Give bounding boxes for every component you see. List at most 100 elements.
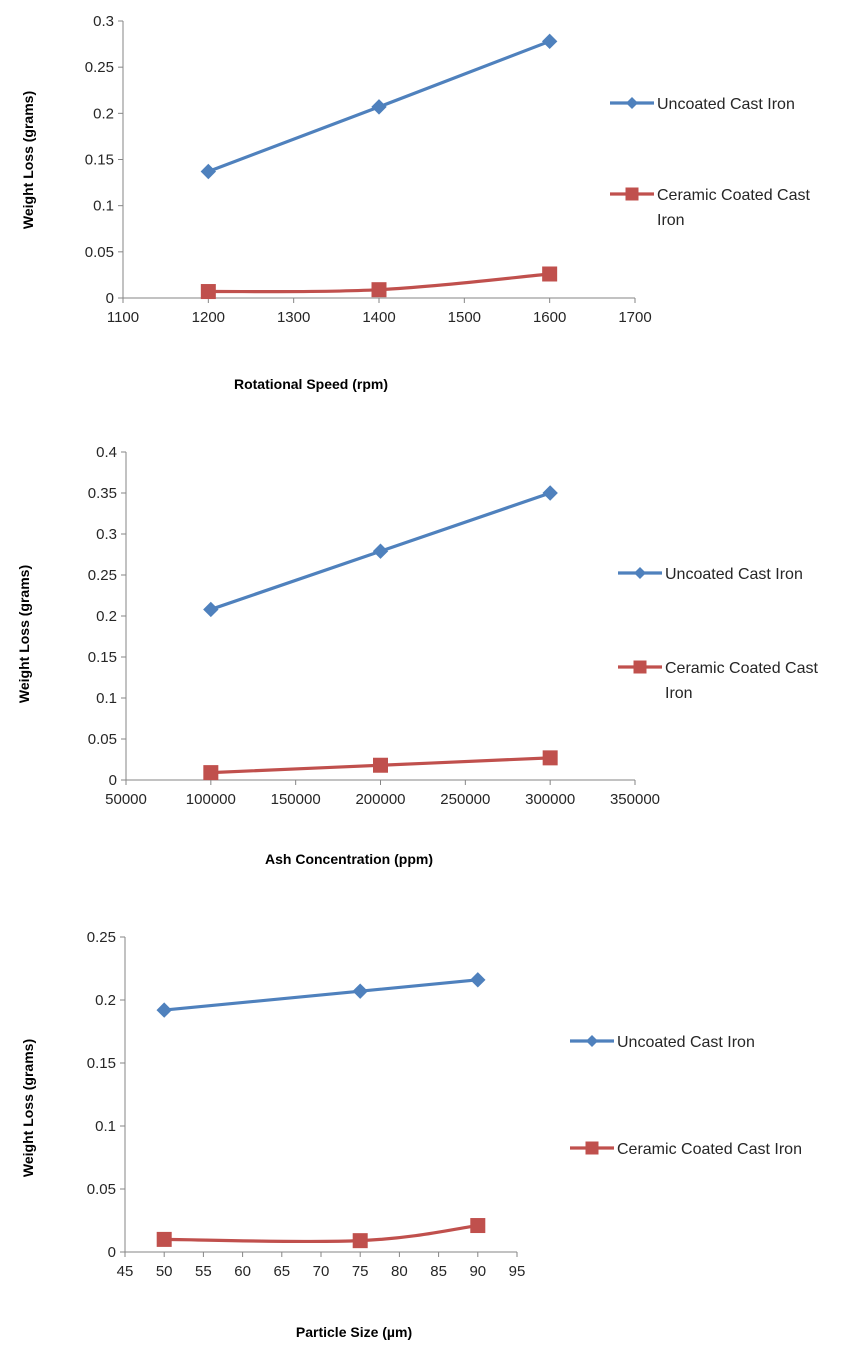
x-tick-label: 95: [509, 1263, 526, 1280]
legend-label: Iron: [665, 685, 693, 702]
y-tick-label: 0.15: [85, 152, 114, 169]
y-tick-label: 0.05: [88, 731, 117, 748]
legend-label: Ceramic Coated Cast: [665, 660, 819, 677]
y-tick-labels: 0 0.05 0.1 0.15 0.2 0.25: [87, 929, 116, 1261]
x-tick-label: 1100: [107, 309, 139, 326]
legend-marker: [634, 567, 646, 579]
x-tick-label: 1200: [192, 309, 225, 326]
series-0-line: [164, 978, 478, 1012]
y-tick-label: 0.2: [96, 608, 117, 625]
y-tick-label: 0.3: [93, 13, 114, 30]
plot-area: [203, 485, 558, 781]
plot-area: [200, 33, 558, 300]
axes: [121, 451, 636, 785]
legend-label: Uncoated Cast Iron: [665, 566, 803, 583]
plot-area: [156, 972, 486, 1249]
x-tick-label: 60: [234, 1263, 251, 1280]
y-tick-label: 0.15: [87, 1055, 116, 1072]
axes: [120, 936, 518, 1257]
x-axis-title: Rotational Speed (rpm): [234, 376, 388, 392]
y-tick-label: 0.05: [85, 244, 114, 261]
x-tick-label: 1700: [618, 309, 651, 326]
series-0-point-1: [371, 99, 387, 115]
series-1-point-0: [200, 284, 216, 300]
chart-rotational-speed: Weight Loss (grams) Rotational Speed (rp…: [20, 13, 811, 392]
series-1-point-0: [203, 765, 219, 781]
y-tick-label: 0.05: [87, 1181, 116, 1198]
legend-entry-0: Uncoated Cast Iron: [570, 1034, 755, 1051]
y-tick-labels: 0 0.05 0.1 0.15 0.2 0.25 0.3 0.35 0.4: [88, 444, 117, 789]
series-1-point-2: [470, 1218, 486, 1234]
x-tick-label: 50: [156, 1263, 173, 1280]
series-0-point-2: [470, 972, 486, 988]
x-tick-label: 80: [391, 1263, 408, 1280]
legend-entry-1: Ceramic Coated Cast Iron: [618, 660, 819, 702]
series-0-point-0: [156, 1002, 172, 1018]
x-tick-label: 1600: [533, 309, 566, 326]
legend-entry-0: Uncoated Cast Iron: [610, 96, 795, 113]
x-tick-labels: 45 50 55 60 65 70 75 80 85 90 95: [117, 1263, 526, 1280]
series-0-point-0: [203, 601, 219, 618]
chart-particle-size: Weight Loss (grams) Particle Size (µm) 0…: [20, 929, 802, 1340]
legend-entry-1: Ceramic Coated Cast Iron: [610, 187, 811, 229]
y-tick-label: 0.1: [95, 1118, 116, 1135]
x-tick-label: 50000: [105, 791, 147, 808]
x-tick-label: 65: [273, 1263, 290, 1280]
series-1-line: [164, 1223, 479, 1244]
x-tick-labels: 1100 1200 1300 1400 1500 1600 1700: [107, 309, 652, 326]
y-tick-label: 0.4: [96, 444, 117, 461]
legend-marker: [585, 1141, 599, 1155]
x-tick-label: 1400: [362, 309, 395, 326]
legend: Uncoated Cast Iron Ceramic Coated Cast Iro…: [610, 96, 811, 229]
legend-marker: [633, 660, 647, 674]
y-tick-label: 0.25: [88, 567, 117, 584]
legend-label: Uncoated Cast Iron: [657, 96, 795, 113]
x-tick-label: 75: [352, 1263, 369, 1280]
x-axis-title: Particle Size (µm): [296, 1324, 412, 1340]
chart-ash-concentration: Weight Loss (grams) Ash Concentration (p…: [16, 444, 819, 867]
x-tick-label: 70: [313, 1263, 330, 1280]
x-tick-label: 45: [117, 1263, 134, 1280]
y-tick-label: 0.2: [93, 105, 114, 122]
series-0-point-0: [200, 163, 217, 180]
x-tick-label: 90: [469, 1263, 486, 1280]
legend-label: Iron: [657, 212, 685, 229]
series-0-point-2: [542, 485, 558, 501]
legend-entry-1: Ceramic Coated Cast Iron: [570, 1141, 802, 1158]
x-tick-label: 1500: [448, 309, 481, 326]
legend-marker: [586, 1035, 598, 1047]
y-axis-title: Weight Loss (grams): [20, 91, 36, 229]
series-0-point-2: [541, 33, 558, 50]
y-tick-label: 0.1: [93, 198, 114, 215]
y-tick-label: 0: [109, 772, 117, 789]
y-axis-title: Weight Loss (grams): [16, 565, 32, 703]
y-tick-labels: 0 0.05 0.1 0.15 0.2 0.25 0.3: [85, 13, 114, 307]
series-1-point-2: [542, 750, 558, 766]
legend: Uncoated Cast Iron Ceramic Coated Cast Iro…: [618, 566, 819, 702]
legend-label: Uncoated Cast Iron: [617, 1034, 755, 1051]
y-tick-label: 0.1: [96, 690, 117, 707]
series-0-point-1: [352, 983, 368, 999]
x-axis-title: Ash Concentration (ppm): [265, 851, 433, 867]
legend-label: Ceramic Coated Cast: [657, 187, 811, 204]
series-1-point-0: [156, 1231, 172, 1247]
legend-label: Ceramic Coated Cast Iron: [617, 1141, 802, 1158]
y-tick-label: 0: [106, 290, 114, 307]
series-0-point-1: [372, 543, 389, 559]
y-tick-label: 0.35: [88, 485, 117, 502]
series-1-point-1: [352, 1233, 368, 1249]
series-1-point-1: [373, 757, 388, 773]
legend: Uncoated Cast Iron Ceramic Coated Cast Ir…: [570, 1034, 802, 1158]
y-tick-label: 0.25: [87, 929, 116, 946]
x-tick-label: 85: [430, 1263, 447, 1280]
x-tick-label: 250000: [440, 791, 490, 808]
x-tick-labels: 50000 100000 150000 200000 250000 300000 35000…: [105, 791, 660, 808]
series-1-point-2: [542, 266, 558, 282]
y-tick-label: 0: [108, 1244, 116, 1261]
legend-marker: [626, 97, 638, 109]
x-tick-label: 1300: [277, 309, 310, 326]
y-tick-label: 0.3: [96, 526, 117, 543]
axes: [118, 20, 636, 303]
y-tick-label: 0.2: [95, 992, 116, 1009]
legend-entry-0: Uncoated Cast Iron: [618, 566, 803, 583]
